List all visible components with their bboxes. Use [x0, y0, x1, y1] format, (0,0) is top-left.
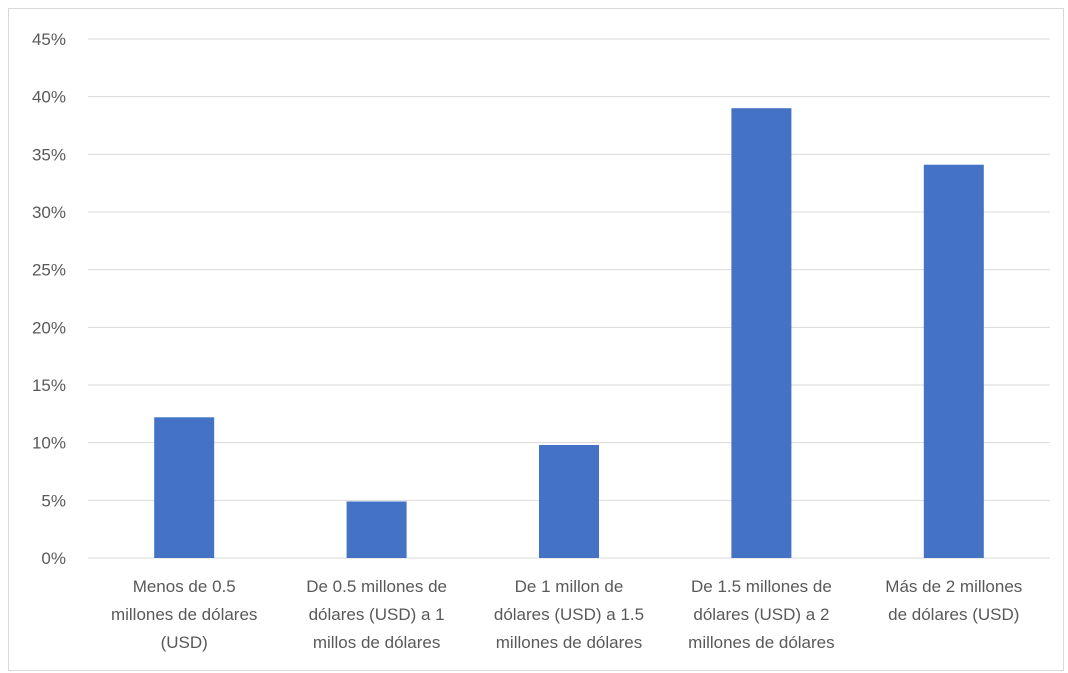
y-tick-label: 15% — [32, 376, 66, 395]
x-category-label: De 1 millon de dólares (USD) a 1.5 millone… — [494, 577, 644, 652]
x-category-label: Menos de 0.5 millones de dólares (USD) — [111, 577, 257, 652]
chart-frame — [8, 8, 1064, 671]
gridlines — [88, 38, 1050, 559]
y-tick-label: 25% — [32, 261, 66, 280]
x-category-label: De 0.5 millones de dólares (USD) a 1 millo… — [306, 577, 447, 652]
y-tick-label: 40% — [32, 88, 66, 107]
bar — [539, 444, 599, 558]
y-axis-ticks: 0% 5% 10% 15% 20% 25% 30% 35% 40% 45% — [32, 30, 66, 568]
x-axis-labels: Menos de 0.5 millones de dólares (USD) De 0… — [111, 577, 1022, 652]
x-category-label: Más de 2 millones de dólares (USD) — [885, 577, 1022, 624]
y-tick-label: 0% — [41, 549, 66, 568]
bar — [923, 164, 984, 559]
y-tick-label: 30% — [32, 203, 66, 222]
bar — [154, 417, 215, 558]
y-tick-label: 10% — [32, 434, 66, 453]
bar — [731, 108, 792, 558]
bar — [346, 501, 407, 558]
y-tick-label: 45% — [32, 30, 66, 49]
x-category-label: De 1.5 millones de dólares (USD) a 2 millo… — [688, 577, 834, 652]
y-tick-label: 20% — [32, 318, 66, 337]
y-tick-label: 35% — [32, 145, 66, 164]
bars — [154, 108, 984, 559]
y-tick-label: 5% — [41, 491, 66, 510]
